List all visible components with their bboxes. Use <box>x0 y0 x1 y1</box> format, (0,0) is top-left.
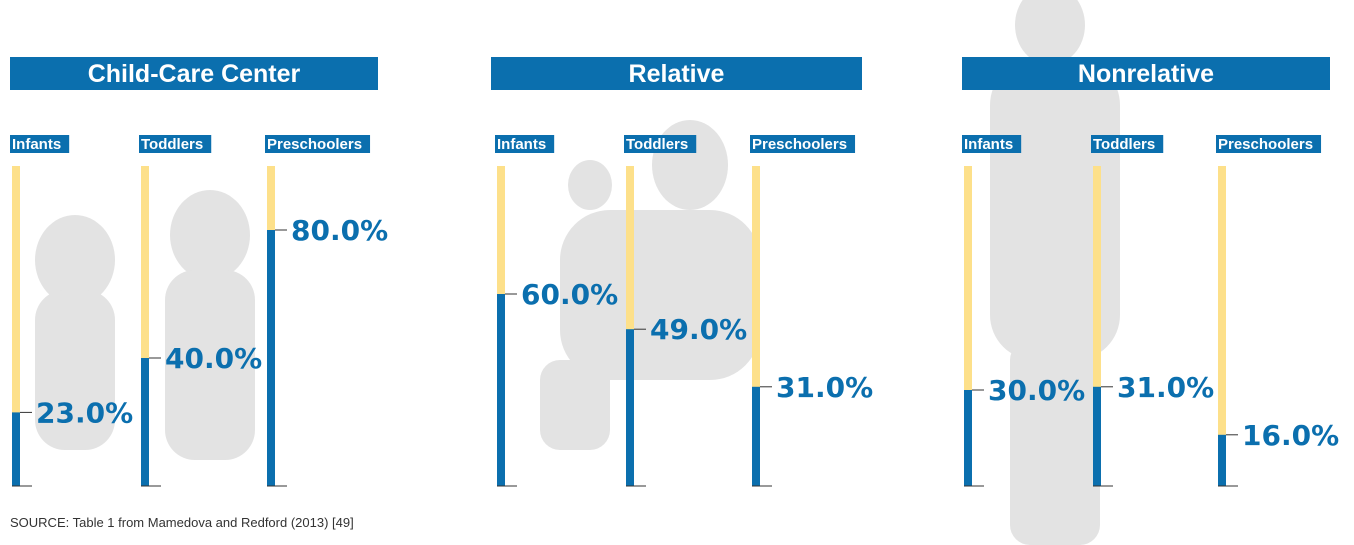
bar <box>964 390 972 486</box>
silhouette <box>568 160 612 210</box>
category-label-bg <box>962 135 1022 153</box>
bar-track <box>626 166 634 486</box>
value-label: 16.0% <box>1242 419 1339 452</box>
silhouette <box>165 270 255 460</box>
value-label: 60.0% <box>521 278 618 311</box>
panel-title: Nonrelative <box>1078 60 1214 88</box>
bar-track <box>1218 166 1226 486</box>
panel-header-bg <box>10 57 378 90</box>
bar <box>141 358 149 486</box>
bar-track <box>1093 166 1101 486</box>
category-label-bg <box>1216 135 1322 153</box>
silhouette <box>35 290 115 450</box>
bar <box>1093 386 1101 486</box>
category-label-bg <box>624 135 697 153</box>
value-label: 40.0% <box>165 342 262 375</box>
category-label: Toddlers <box>626 136 688 153</box>
silhouette <box>35 215 115 305</box>
category-label: Toddlers <box>141 136 203 153</box>
panel-header-bg <box>491 57 862 90</box>
bar <box>626 329 634 486</box>
value-label: 31.0% <box>776 371 873 404</box>
bar-track <box>752 166 760 486</box>
silhouettes <box>35 0 1120 545</box>
bar <box>12 412 20 486</box>
category-label-bg <box>495 135 555 153</box>
bar <box>497 294 505 486</box>
panel-title: Relative <box>629 60 725 88</box>
category-label: Preschoolers <box>267 136 362 153</box>
category-label-bg <box>265 135 371 153</box>
silhouette <box>540 360 610 450</box>
bar-track <box>12 166 20 486</box>
bar <box>1218 434 1226 486</box>
panel-title: Child-Care Center <box>88 60 301 88</box>
value-label: 49.0% <box>650 313 747 346</box>
category-label-bg <box>139 135 212 153</box>
silhouette <box>170 190 250 280</box>
silhouette <box>1010 340 1100 545</box>
value-label: 31.0% <box>1117 371 1214 404</box>
silhouette <box>1015 0 1085 65</box>
silhouette <box>560 210 760 380</box>
category-label: Infants <box>497 136 546 153</box>
silhouette <box>990 60 1120 360</box>
category-label: Toddlers <box>1093 136 1155 153</box>
value-label: 80.0% <box>291 214 388 247</box>
category-label: Preschoolers <box>752 136 847 153</box>
category-label: Infants <box>964 136 1013 153</box>
category-label-bg <box>1091 135 1164 153</box>
panel-header-bg <box>962 57 1330 90</box>
value-label: 30.0% <box>988 374 1085 407</box>
silhouette <box>652 120 728 210</box>
bar-track <box>141 166 149 486</box>
category-label: Preschoolers <box>1218 136 1313 153</box>
category-label-bg <box>750 135 856 153</box>
value-label: 23.0% <box>36 396 133 429</box>
category-label-bg <box>10 135 70 153</box>
bar <box>752 386 760 486</box>
bar <box>267 230 275 486</box>
bar-track <box>964 166 972 486</box>
category-label: Infants <box>12 136 61 153</box>
source-note: SOURCE: Table 1 from Mamedova and Redfor… <box>10 515 354 530</box>
